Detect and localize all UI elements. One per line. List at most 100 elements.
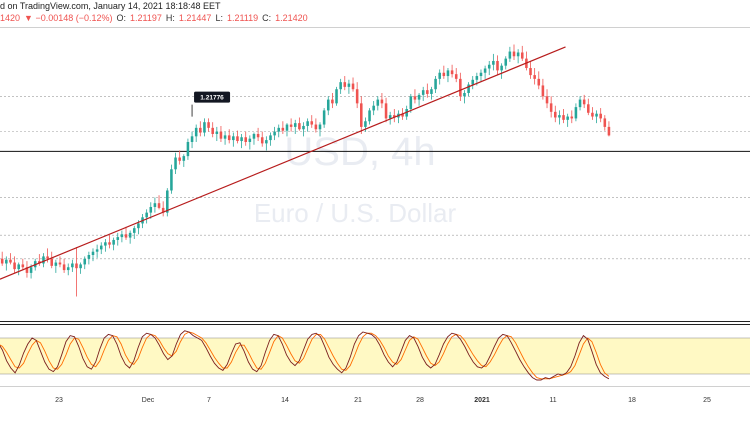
candle-body <box>417 94 421 100</box>
candle-body <box>50 258 54 266</box>
candle-body <box>285 124 289 131</box>
candle-body <box>430 89 433 94</box>
stoch-band <box>0 338 750 374</box>
candle-body <box>595 113 598 117</box>
candle-body <box>355 89 359 104</box>
candle-body <box>170 169 173 191</box>
candle-body <box>166 190 169 213</box>
candle-body <box>194 127 198 137</box>
flag-box <box>194 91 231 103</box>
candle-body <box>223 135 227 139</box>
candle-body <box>104 242 107 246</box>
candle-body <box>203 122 206 133</box>
candle-body <box>9 259 12 263</box>
watermark-name: Euro / U.S. Dollar <box>254 198 457 228</box>
header-price: 1420 <box>0 13 21 23</box>
candle-body <box>128 232 132 238</box>
candle-body <box>46 256 49 259</box>
candle-body <box>322 110 326 125</box>
candle-body <box>496 60 499 71</box>
candle-body <box>471 79 475 85</box>
candle-body <box>145 212 148 218</box>
candle-body <box>42 256 45 264</box>
candle-body <box>227 135 231 141</box>
candle-body <box>248 138 252 142</box>
candle-body <box>120 234 124 238</box>
candle-body <box>326 99 330 111</box>
candle-body <box>62 264 66 271</box>
x-tick-label: 7 <box>207 397 211 404</box>
x-tick-label: 25 <box>703 397 711 404</box>
candle-body <box>500 65 503 71</box>
trendline <box>0 46 566 280</box>
price-flag: 1.21776 <box>191 91 231 117</box>
candle-body <box>66 267 70 271</box>
candle-body <box>87 255 91 259</box>
candle-body <box>21 264 25 268</box>
candle-body <box>178 157 181 161</box>
candle-body <box>58 262 62 265</box>
candle-body <box>467 84 470 93</box>
candle-body <box>99 245 103 250</box>
candle-body <box>360 103 363 127</box>
candle-body <box>199 127 202 133</box>
candle-body <box>132 228 136 233</box>
candle-body <box>211 127 214 134</box>
low-label: L: <box>215 13 223 23</box>
candle-body <box>260 137 264 144</box>
candle-body <box>446 70 450 77</box>
stoch-k-line <box>0 330 610 381</box>
candle-body <box>91 251 95 256</box>
candle-body <box>269 135 272 141</box>
candle-body <box>364 121 367 127</box>
candle-body <box>137 223 140 229</box>
candle-body <box>240 137 243 142</box>
candle-body <box>0 258 4 264</box>
candle-body <box>591 112 594 117</box>
open-label: O: <box>116 13 127 23</box>
high-label: H: <box>165 13 175 23</box>
candle-body <box>578 99 582 108</box>
candle-body <box>438 72 441 79</box>
time-axis[interactable]: 23 Dec 7 14 21 28 2021 11 18 25 <box>55 397 711 404</box>
candle-body <box>582 99 586 105</box>
flag-label: 1.21776 <box>200 95 224 102</box>
candle-body <box>599 113 602 119</box>
candle-body <box>298 123 301 130</box>
candle-body <box>388 115 392 119</box>
high-value: 1.21447 <box>178 13 212 23</box>
candle-body <box>450 70 454 75</box>
candle-body <box>545 96 549 104</box>
candle-body <box>215 131 219 134</box>
candle-body <box>409 96 413 110</box>
candle-body <box>508 51 512 59</box>
candle-body <box>149 206 153 213</box>
close-value: 1.21420 <box>275 13 308 23</box>
trendline-layer[interactable] <box>0 46 566 280</box>
x-tick-label: 23 <box>55 397 63 404</box>
candle-body <box>351 83 355 90</box>
candle-body <box>558 115 561 118</box>
candle-body <box>562 115 565 120</box>
watermark: USD, 4h Euro / U.S. Dollar <box>254 130 457 228</box>
candle-body <box>372 105 375 111</box>
candle-body <box>161 207 165 213</box>
candle-body <box>520 52 524 59</box>
candle-body <box>306 121 309 126</box>
candle-body <box>516 52 520 57</box>
candle-body <box>393 115 396 118</box>
candle-body <box>566 116 569 120</box>
published-info: d on TradingView.com, January 14, 2021 1… <box>0 1 221 11</box>
candle-body <box>244 137 247 142</box>
candle-body <box>116 237 120 240</box>
candle-body <box>541 85 545 97</box>
candle-body <box>273 131 276 136</box>
candle-body <box>75 263 78 269</box>
price-grid <box>0 95 750 260</box>
candle-body <box>339 82 342 90</box>
candle-body <box>124 234 128 238</box>
candle-body <box>384 103 388 119</box>
candle-body <box>71 263 74 268</box>
ohlc-line: 1420 ▼ −0.00148 (−0.12%) O: 1.21197 H: 1.2144… <box>0 12 750 24</box>
